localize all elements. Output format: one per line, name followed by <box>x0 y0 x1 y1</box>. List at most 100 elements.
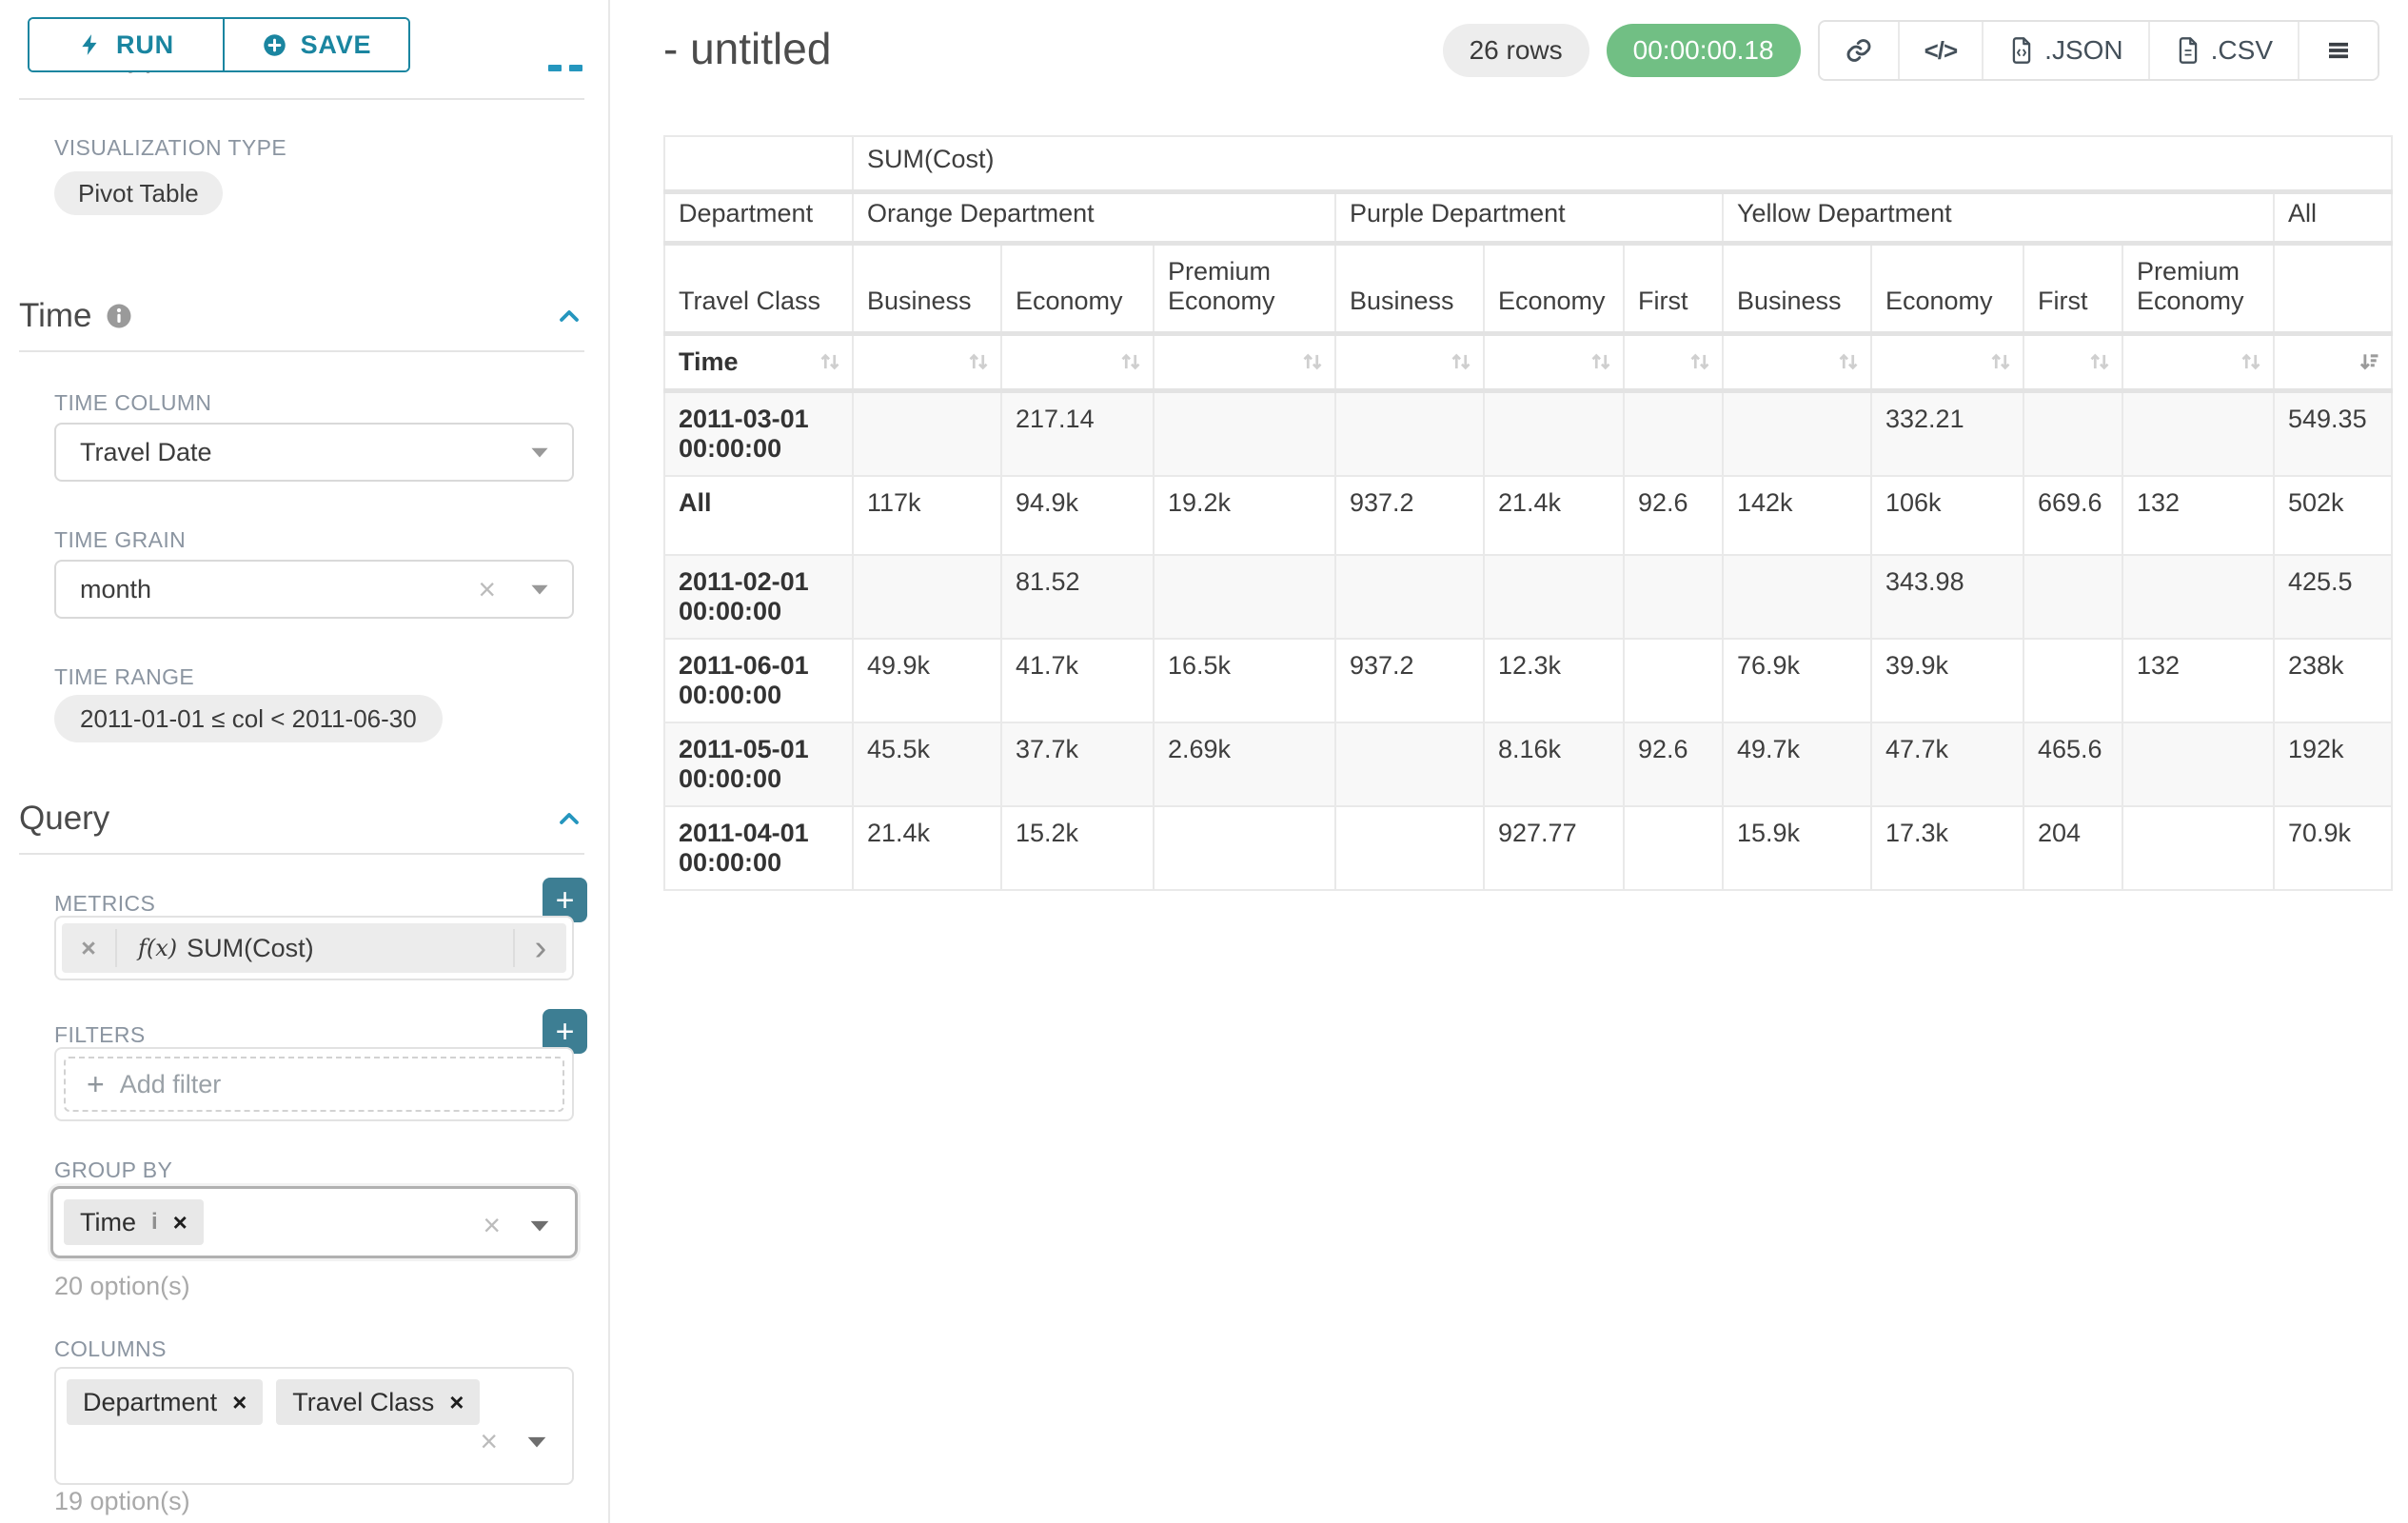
pivot-row: 2011-05-01 00:00:00 45.5k 37.7k 2.69k 8.16k 9… <box>663 721 2394 807</box>
visualization-type-label: VISUALIZATION TYPE <box>54 135 287 160</box>
remove-metric-icon[interactable]: × <box>81 933 96 962</box>
sort-icon[interactable] <box>1589 349 1613 374</box>
department-header: Yellow Department <box>1722 190 2275 246</box>
caret-down-icon[interactable] <box>526 1435 547 1449</box>
travel-class-header: First <box>2023 242 2123 336</box>
pivot-row: All 117k 94.9k 19.2k 937.2 21.4k 92.6 142k 106k 6… <box>663 474 2394 556</box>
sort-icon[interactable] <box>1118 349 1143 374</box>
caret-down-icon[interactable] <box>529 1219 550 1233</box>
pivot-value-cell: 465.6 <box>2023 721 2123 807</box>
time-section-header[interactable]: Time <box>19 297 584 335</box>
add-filter-button[interactable]: + <box>543 1009 587 1054</box>
metrics-list: × f(x) SUM(Cost) › <box>54 916 574 980</box>
visualization-type-pill[interactable]: Pivot Table <box>54 171 223 215</box>
pivot-value-cell <box>1483 553 1625 640</box>
pivot-value-cell: 15.2k <box>1000 804 1155 891</box>
chevron-right-icon[interactable]: › <box>534 928 547 968</box>
pivot-value-cell: 21.4k <box>1483 474 1625 556</box>
time-range-pill[interactable]: 2011-01-01 ≤ col < 2011-06-30 <box>54 695 443 742</box>
pivot-value-cell: 94.9k <box>1000 474 1155 556</box>
pivot-value-cell <box>1334 389 1485 477</box>
pivot-value-cell: 92.6 <box>1623 721 1724 807</box>
pivot-value-cell: 37.7k <box>1000 721 1155 807</box>
pivot-value-cell: 12.3k <box>1483 637 1625 723</box>
time-section-title: Time <box>19 297 92 334</box>
group-by-select[interactable]: Time i × × <box>50 1186 578 1258</box>
save-button-label: SAVE <box>300 30 372 59</box>
pivot-value-cell <box>2023 637 2123 723</box>
row-label: 2011-06-01 00:00:00 <box>663 637 854 723</box>
pivot-value-cell: 2.69k <box>1153 721 1336 807</box>
info-icon: i <box>151 1209 158 1235</box>
add-filter-dropzone[interactable]: + Add filter <box>64 1057 564 1112</box>
group-by-options-hint: 20 option(s) <box>54 1272 190 1300</box>
remove-tag-icon[interactable]: × <box>172 1207 188 1236</box>
pivot-value-cell <box>1334 804 1485 891</box>
json-file-icon <box>2008 36 2035 65</box>
sort-icon[interactable] <box>2087 349 2112 374</box>
department-dimension-label: Department <box>663 190 854 246</box>
sort-icon[interactable] <box>1988 349 2013 374</box>
time-column-select[interactable]: Travel Date <box>54 423 574 482</box>
pivot-value-cell <box>2023 389 2123 477</box>
query-section-header[interactable]: Query <box>19 800 584 838</box>
sort-descending-icon[interactable] <box>2357 349 2381 374</box>
clear-icon[interactable]: × <box>480 1424 498 1458</box>
pivot-value-cell <box>1623 389 1724 477</box>
sort-icon[interactable] <box>1688 349 1712 374</box>
add-metric-button[interactable]: + <box>543 878 587 922</box>
copy-link-button[interactable] <box>1819 22 1898 79</box>
pivot-value-cell: 204 <box>2023 804 2123 891</box>
filters-box: + Add filter <box>54 1047 574 1121</box>
department-header: Orange Department <box>852 190 1336 246</box>
remove-tag-icon[interactable]: × <box>232 1387 247 1416</box>
row-label: 2011-03-01 00:00:00 <box>663 389 854 477</box>
sort-icon[interactable] <box>966 349 991 374</box>
run-button-label: RUN <box>116 30 174 59</box>
group-by-tag[interactable]: Time i × <box>64 1199 204 1245</box>
run-save-toolbar: RUN SAVE <box>0 0 608 72</box>
plus-circle-icon <box>262 32 287 58</box>
time-grain-label: TIME GRAIN <box>54 527 187 552</box>
pivot-value-cell: 17.3k <box>1870 804 2024 891</box>
view-query-button[interactable]: </> <box>1897 22 1983 79</box>
row-label: 2011-04-01 00:00:00 <box>663 804 854 891</box>
sort-icon[interactable] <box>1300 349 1325 374</box>
run-button[interactable]: RUN <box>30 19 223 70</box>
sort-icon[interactable] <box>1836 349 1861 374</box>
page-title[interactable]: - untitled <box>663 24 832 73</box>
metric-header: SUM(Cost) <box>851 135 2394 194</box>
query-section-title: Query <box>19 800 110 837</box>
divider <box>115 929 117 967</box>
caret-down-icon <box>530 583 549 596</box>
export-json-button[interactable]: .JSON <box>1982 22 2148 79</box>
columns-tag[interactable]: Department × <box>67 1379 264 1425</box>
sort-icon[interactable] <box>1449 349 1473 374</box>
pivot-value-cell: 425.5 <box>2272 553 2394 640</box>
sort-header-cell <box>2122 332 2275 393</box>
travel-class-header: Economy <box>1000 242 1155 336</box>
result-controls: 26 rows 00:00:00.18 </> .JSON . <box>1442 20 2379 81</box>
pivot-value-cell <box>1722 389 1872 477</box>
pivot-value-cell: 332.21 <box>1870 389 2024 477</box>
clear-icon[interactable]: × <box>483 1208 501 1242</box>
sort-icon[interactable] <box>818 349 842 374</box>
columns-tag[interactable]: Travel Class × <box>276 1379 481 1425</box>
menu-button[interactable] <box>2298 22 2378 79</box>
remove-tag-icon[interactable]: × <box>449 1387 464 1416</box>
clear-icon[interactable]: × <box>478 571 496 606</box>
pivot-value-cell <box>2122 721 2275 807</box>
sort-icon[interactable] <box>2239 349 2263 374</box>
chart-panel: - untitled 26 rows 00:00:00.18 </> .JSON <box>612 0 2408 1523</box>
pivot-value-cell: 19.2k <box>1153 474 1336 556</box>
chevron-up-icon[interactable] <box>554 803 584 834</box>
export-csv-button[interactable]: .CSV <box>2147 22 2298 79</box>
pivot-value-cell <box>1623 553 1724 640</box>
pivot-value-cell: 343.98 <box>1870 553 2024 640</box>
save-button[interactable]: SAVE <box>223 19 408 70</box>
travel-class-header: Premium Economy <box>1153 242 1336 336</box>
chevron-up-icon[interactable] <box>554 301 584 331</box>
metric-item[interactable]: × f(x) SUM(Cost) › <box>62 923 566 973</box>
time-grain-select[interactable]: month × <box>54 560 574 619</box>
columns-select[interactable]: Department × Travel Class × × <box>54 1367 574 1485</box>
